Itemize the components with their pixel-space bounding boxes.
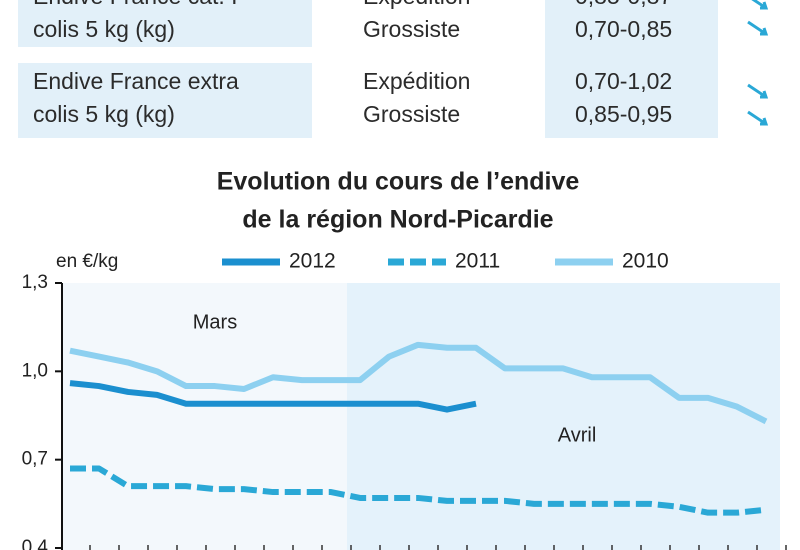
market: Grossiste	[363, 16, 461, 42]
series-line	[70, 465, 767, 516]
product-box	[18, 0, 312, 47]
plot-bg	[62, 283, 347, 550]
legend-label: 2011	[455, 250, 500, 273]
price: 0,70-1,02	[575, 68, 673, 94]
y-tick-label: 1,0	[22, 360, 48, 381]
market: Grossiste	[363, 101, 461, 127]
y-unit: en €/kg	[56, 251, 118, 272]
series-line	[69, 380, 477, 413]
price-box	[545, 0, 718, 138]
market: Expédition	[363, 68, 471, 94]
chart-title: de la région Nord-Picardie	[242, 206, 553, 234]
product: Endive France extra	[33, 68, 239, 94]
product: colis 5 kg (kg)	[33, 16, 175, 42]
y-tick-label: 1,3	[22, 272, 48, 293]
y-tick-label: 0,4	[22, 537, 49, 550]
market: Expédition	[363, 0, 470, 13]
product-box	[18, 63, 312, 138]
trend-arrows	[747, 0, 769, 126]
price: 0,85-0,87	[575, 0, 672, 13]
annotation: Mars	[193, 311, 237, 333]
product: colis 5 kg (kg)	[33, 101, 175, 127]
chart-title: Evolution du cours de l’endive	[217, 168, 580, 196]
y-tick-label: 0,7	[22, 449, 48, 470]
annotation: Avril	[558, 424, 597, 446]
product: Endive France cat. I	[33, 0, 238, 13]
legend-label: 2012	[289, 250, 336, 273]
price: 0,70-0,85	[575, 16, 673, 42]
series-line	[69, 341, 768, 425]
legend-label: 2010	[622, 250, 669, 273]
price: 0,85-0,95	[575, 101, 673, 127]
